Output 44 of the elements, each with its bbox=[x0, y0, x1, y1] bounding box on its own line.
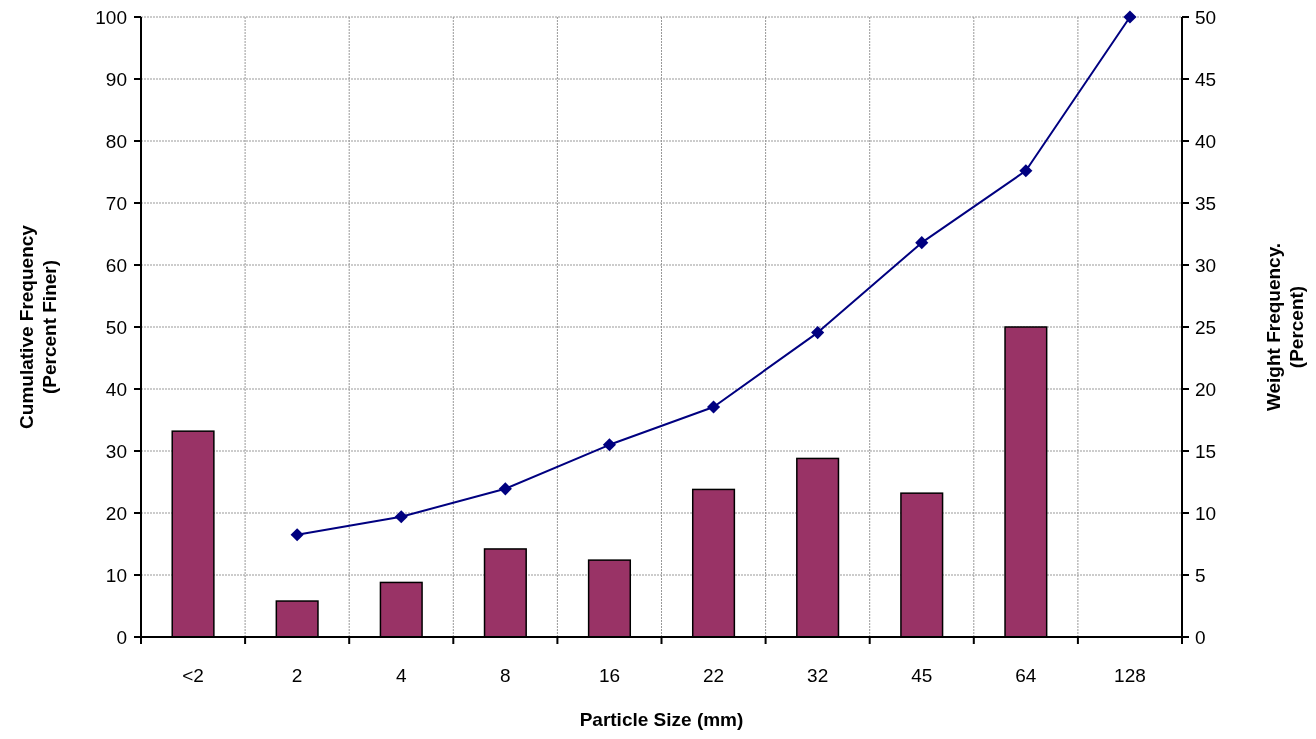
y-tick-label: 40 bbox=[105, 378, 127, 400]
y2-axis-title: Weight Frequency. (Percent) bbox=[1263, 242, 1308, 412]
x-tick-label: 128 bbox=[1114, 665, 1146, 686]
y-tick-label: 80 bbox=[105, 130, 127, 152]
y-tick-label: 60 bbox=[105, 254, 127, 276]
y-tick-label: 0 bbox=[116, 626, 127, 648]
x-tick-label: 64 bbox=[1015, 665, 1037, 686]
y2-tick-label: 0 bbox=[1195, 626, 1206, 648]
y-tick-label: 70 bbox=[105, 192, 127, 214]
y-tick-label: 50 bbox=[105, 316, 127, 338]
x-tick-label: 2 bbox=[291, 665, 303, 686]
point bbox=[290, 528, 304, 542]
x-tick-label: 45 bbox=[911, 665, 933, 686]
point bbox=[706, 400, 721, 414]
y2-tick-label: 10 bbox=[1195, 502, 1217, 524]
x-tick-label: 32 bbox=[807, 665, 829, 686]
y2-tick-label: 45 bbox=[1195, 68, 1217, 90]
x-tick-label: 4 bbox=[395, 665, 407, 686]
y-tick-label: 30 bbox=[105, 440, 127, 462]
y-tick-label: 100 bbox=[95, 6, 127, 28]
point bbox=[811, 326, 825, 340]
y-tick-label: 90 bbox=[105, 68, 127, 90]
y2-tick-label: 5 bbox=[1195, 564, 1206, 586]
x-tick-label: 16 bbox=[598, 665, 621, 686]
x-tick-label: <2 bbox=[182, 665, 204, 686]
y-axis-title: Cumulative Frequency (Percent Finer) bbox=[16, 224, 61, 429]
y-tick-label: 10 bbox=[105, 564, 127, 586]
point bbox=[602, 438, 617, 452]
x-tick-label: 22 bbox=[702, 665, 725, 686]
y2-tick-label: 40 bbox=[1195, 130, 1217, 152]
point bbox=[1123, 10, 1137, 24]
y2-tick-label: 25 bbox=[1195, 316, 1217, 338]
y-tick-label: 20 bbox=[105, 502, 127, 524]
point bbox=[1019, 164, 1033, 178]
point bbox=[915, 236, 929, 250]
y2-tick-label: 35 bbox=[1195, 192, 1217, 214]
y2-tick-label: 20 bbox=[1195, 378, 1217, 400]
point bbox=[394, 510, 408, 524]
y2-tick-label: 15 bbox=[1195, 440, 1217, 462]
x-axis-title: Particle Size (mm) bbox=[579, 709, 744, 730]
point bbox=[498, 482, 512, 496]
y2-tick-label: 30 bbox=[1195, 254, 1217, 276]
y2-tick-label: 50 bbox=[1195, 6, 1217, 28]
x-tick-label: 8 bbox=[500, 665, 511, 686]
